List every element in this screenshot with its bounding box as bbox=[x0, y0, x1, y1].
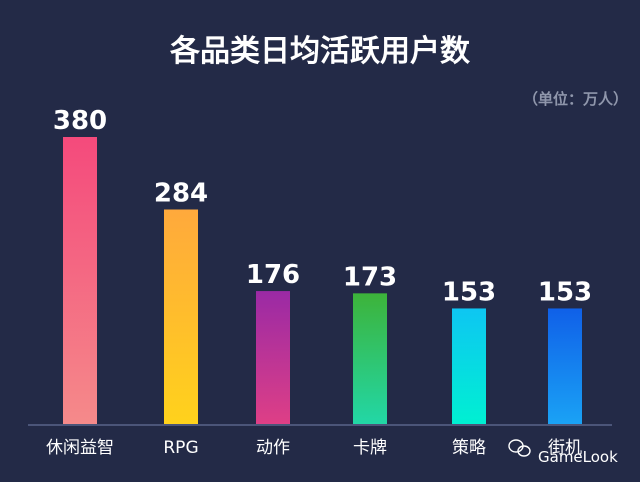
value-label-6: 153 bbox=[538, 277, 592, 307]
category-label-4: 卡牌 bbox=[353, 438, 387, 458]
value-label-3: 176 bbox=[246, 260, 300, 290]
bar-3 bbox=[256, 291, 290, 424]
value-label-5: 153 bbox=[442, 277, 496, 307]
bar-2 bbox=[164, 209, 198, 424]
bar-1 bbox=[63, 137, 97, 424]
category-label-3: 动作 bbox=[256, 438, 290, 458]
labels-group: 380 休闲益智 284 RPG 176 动作 173 卡牌 153 策略 153 街机 bbox=[46, 106, 592, 458]
watermark: GameLook bbox=[508, 439, 618, 466]
category-label-1: 休闲益智 bbox=[46, 438, 114, 458]
unit-note: （单位：万人） bbox=[523, 90, 628, 108]
watermark-text: GameLook bbox=[538, 448, 618, 466]
value-label-4: 173 bbox=[343, 262, 397, 292]
value-label-2: 284 bbox=[154, 179, 208, 209]
category-label-5: 策略 bbox=[452, 438, 486, 458]
category-label-2: RPG bbox=[163, 438, 198, 458]
chart-title: 各品类日均活跃用户数 bbox=[169, 34, 471, 69]
wechat-icon bbox=[508, 439, 531, 457]
bar-5 bbox=[452, 308, 486, 424]
bars-group bbox=[63, 137, 582, 424]
category-label-6: 街机 bbox=[548, 438, 582, 458]
bar-6 bbox=[548, 308, 582, 424]
value-label-1: 380 bbox=[53, 106, 107, 136]
bar-4 bbox=[353, 293, 387, 424]
